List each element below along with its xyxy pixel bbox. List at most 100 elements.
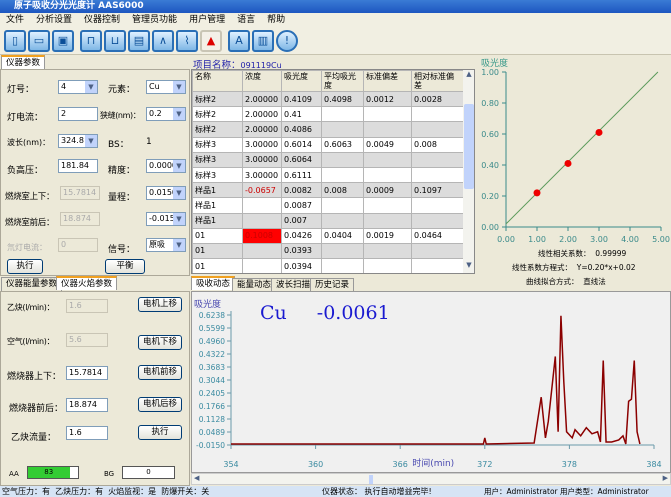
element-label: 元素： bbox=[108, 85, 136, 95]
table-cell bbox=[363, 212, 412, 229]
table-cell: 0.41 bbox=[281, 106, 322, 123]
device-icon[interactable]: ▥ bbox=[252, 30, 274, 52]
furnace-icon[interactable]: ⊓ bbox=[80, 30, 102, 52]
execute-button[interactable]: 执行 bbox=[7, 259, 43, 274]
chevron-down-icon: ▼ bbox=[173, 187, 185, 199]
tab-wavelength-scan[interactable]: 波长扫描 bbox=[271, 278, 316, 292]
flame-icon[interactable]: ▲ bbox=[200, 30, 222, 52]
motor-back-button[interactable]: 电机后移 bbox=[138, 397, 182, 412]
text-icon[interactable]: A bbox=[228, 30, 250, 52]
balance-button[interactable]: 平衡 bbox=[105, 259, 145, 274]
column-header[interactable]: 吸光度 bbox=[281, 70, 322, 92]
table-row[interactable]: 01 0.0394 bbox=[192, 258, 464, 273]
table-cell: 0.1008 bbox=[242, 227, 282, 244]
acetylene-input: 1.6 bbox=[66, 299, 108, 313]
menu-instrument[interactable]: 仪器控制 bbox=[84, 15, 121, 25]
tab-history[interactable]: 历史记录 bbox=[310, 278, 355, 292]
element-select[interactable]: Cu ▼ bbox=[146, 80, 186, 94]
table-row[interactable]: 标样2 2.00000 0.41 bbox=[192, 106, 464, 123]
power-icon[interactable]: ! bbox=[276, 30, 298, 52]
table-cell bbox=[411, 212, 464, 229]
menu-help[interactable]: 帮助 bbox=[267, 15, 286, 25]
x-axis-label: 时间(min) bbox=[412, 457, 454, 469]
table-row[interactable]: 01 0.0393 bbox=[192, 242, 464, 260]
live-reading: Cu -0.0061 bbox=[260, 302, 390, 324]
air-input: 5.6 bbox=[66, 333, 108, 347]
motor-forward-button[interactable]: 电机前移 bbox=[138, 365, 182, 380]
current-input[interactable]: 2 bbox=[58, 107, 98, 121]
scroll-up-icon[interactable]: ▲ bbox=[466, 70, 472, 78]
menu-analysis[interactable]: 分析设置 bbox=[36, 15, 73, 25]
lamp-select[interactable]: 4 ▼ bbox=[58, 80, 98, 94]
flow-input[interactable]: 1.6 bbox=[66, 426, 108, 440]
motor-down-button[interactable]: 电机下移 bbox=[138, 335, 182, 350]
signal-select[interactable]: 原吸 ▼ bbox=[146, 238, 186, 252]
tab-instrument-params[interactable]: 仪器参数 bbox=[1, 55, 46, 69]
table-row[interactable]: 标样3 3.00000 0.6111 bbox=[192, 166, 464, 184]
column-header[interactable]: 浓度 bbox=[242, 70, 282, 92]
correlation: 线性相关系数： 0.99999 bbox=[538, 249, 627, 258]
tab-energy-dynamic[interactable]: 能量动态 bbox=[232, 278, 277, 292]
table-cell bbox=[411, 197, 464, 214]
scroll-thumb[interactable] bbox=[369, 475, 373, 484]
wavelength-select[interactable]: 324.8 ▼ bbox=[58, 134, 98, 148]
tab-absorbance-dynamic[interactable]: 吸收动态 bbox=[191, 276, 236, 290]
table-scrollbar[interactable]: ▲ ▼ bbox=[463, 70, 474, 273]
flame-execute-button[interactable]: 执行 bbox=[138, 425, 182, 440]
column-header[interactable]: 平均吸光度 bbox=[321, 70, 364, 92]
table-row[interactable]: 01 0.1008 0.0426 0.0404 0.0019 0.0464 bbox=[192, 227, 464, 244]
precision-select[interactable]: 0.0000 ▼ bbox=[146, 159, 186, 173]
save-icon[interactable]: ▣ bbox=[52, 30, 74, 52]
table-row[interactable]: 标样2 2.00000 0.4109 0.4098 0.0012 0.0028 bbox=[192, 90, 464, 108]
y-tick-label: 0.1128 bbox=[199, 415, 225, 424]
peak-icon[interactable]: ∧ bbox=[152, 30, 174, 52]
wavelength-label: 波长(nm)： bbox=[7, 138, 51, 147]
table-cell bbox=[321, 151, 364, 168]
table-cell: 0.4109 bbox=[281, 90, 322, 108]
data-point bbox=[564, 159, 572, 167]
table-row[interactable]: 样品1 -0.0657 0.0082 0.008 0.0009 0.1097 bbox=[192, 182, 464, 199]
menu-language[interactable]: 语言 bbox=[237, 15, 256, 25]
y-tick-label: 0.2405 bbox=[199, 389, 225, 398]
scroll-left-icon[interactable]: ◀ bbox=[194, 474, 200, 482]
tab-flame-params[interactable]: 仪器火焰参数 bbox=[56, 276, 118, 290]
table-cell bbox=[411, 106, 464, 123]
open-icon[interactable]: ▭ bbox=[28, 30, 50, 52]
table-cell: 0.0393 bbox=[281, 242, 322, 260]
table-cell: 2.00000 bbox=[242, 106, 282, 123]
y-tick-label: 0.60 bbox=[481, 130, 499, 139]
scan-icon[interactable]: ⌇ bbox=[176, 30, 198, 52]
x-tick-label: 1.00 bbox=[528, 235, 546, 244]
scroll-thumb[interactable] bbox=[464, 104, 474, 189]
new-icon[interactable]: ▯ bbox=[4, 30, 26, 52]
scroll-right-icon[interactable]: ▶ bbox=[662, 474, 668, 482]
slit-select[interactable]: 0.2 ▼ bbox=[146, 107, 186, 121]
scroll-down-icon[interactable]: ▼ bbox=[466, 261, 472, 269]
table-cell bbox=[321, 166, 364, 184]
column-header[interactable]: 名称 bbox=[192, 70, 243, 92]
menu-user[interactable]: 用户管理 bbox=[189, 15, 226, 25]
chart-scrollbar[interactable]: ◀ ▶ bbox=[191, 473, 671, 485]
column-header[interactable]: 相对标准偏差 bbox=[411, 70, 464, 92]
chevron-down-icon: ▼ bbox=[173, 160, 185, 172]
range-low-select[interactable]: -0.0150 ▼ bbox=[146, 212, 186, 226]
menu-file[interactable]: 文件 bbox=[6, 15, 25, 25]
tab-energy-params[interactable]: 仪器能量参数 bbox=[1, 277, 63, 291]
table-row[interactable]: 样品1 0.007 bbox=[192, 212, 464, 229]
column-header[interactable]: 标准偏差 bbox=[363, 70, 412, 92]
burner-fb-input[interactable]: 18.874 bbox=[66, 398, 108, 412]
furnace3-icon[interactable]: ▤ bbox=[128, 30, 150, 52]
menu-admin[interactable]: 管理员功能 bbox=[132, 15, 178, 25]
range-high-select[interactable]: 0.0150 ▼ bbox=[146, 186, 186, 200]
table-row[interactable]: 标样3 3.00000 0.6064 bbox=[192, 151, 464, 168]
hv-input[interactable]: 181.84 bbox=[58, 159, 98, 173]
furnace2-icon[interactable]: ⊔ bbox=[104, 30, 126, 52]
flow-label: 乙炔流量： bbox=[11, 433, 57, 443]
motor-up-button[interactable]: 电机上移 bbox=[138, 297, 182, 312]
table-row[interactable]: 样品1 0.0087 bbox=[192, 197, 464, 214]
burner-ud-input[interactable]: 15.7814 bbox=[66, 366, 108, 380]
table-cell bbox=[363, 242, 412, 260]
y-tick-label: 0.1766 bbox=[199, 402, 225, 411]
table-row[interactable]: 标样2 2.00000 0.4086 bbox=[192, 121, 464, 138]
table-row[interactable]: 标样3 3.00000 0.6014 0.6063 0.0049 0.008 bbox=[192, 136, 464, 153]
